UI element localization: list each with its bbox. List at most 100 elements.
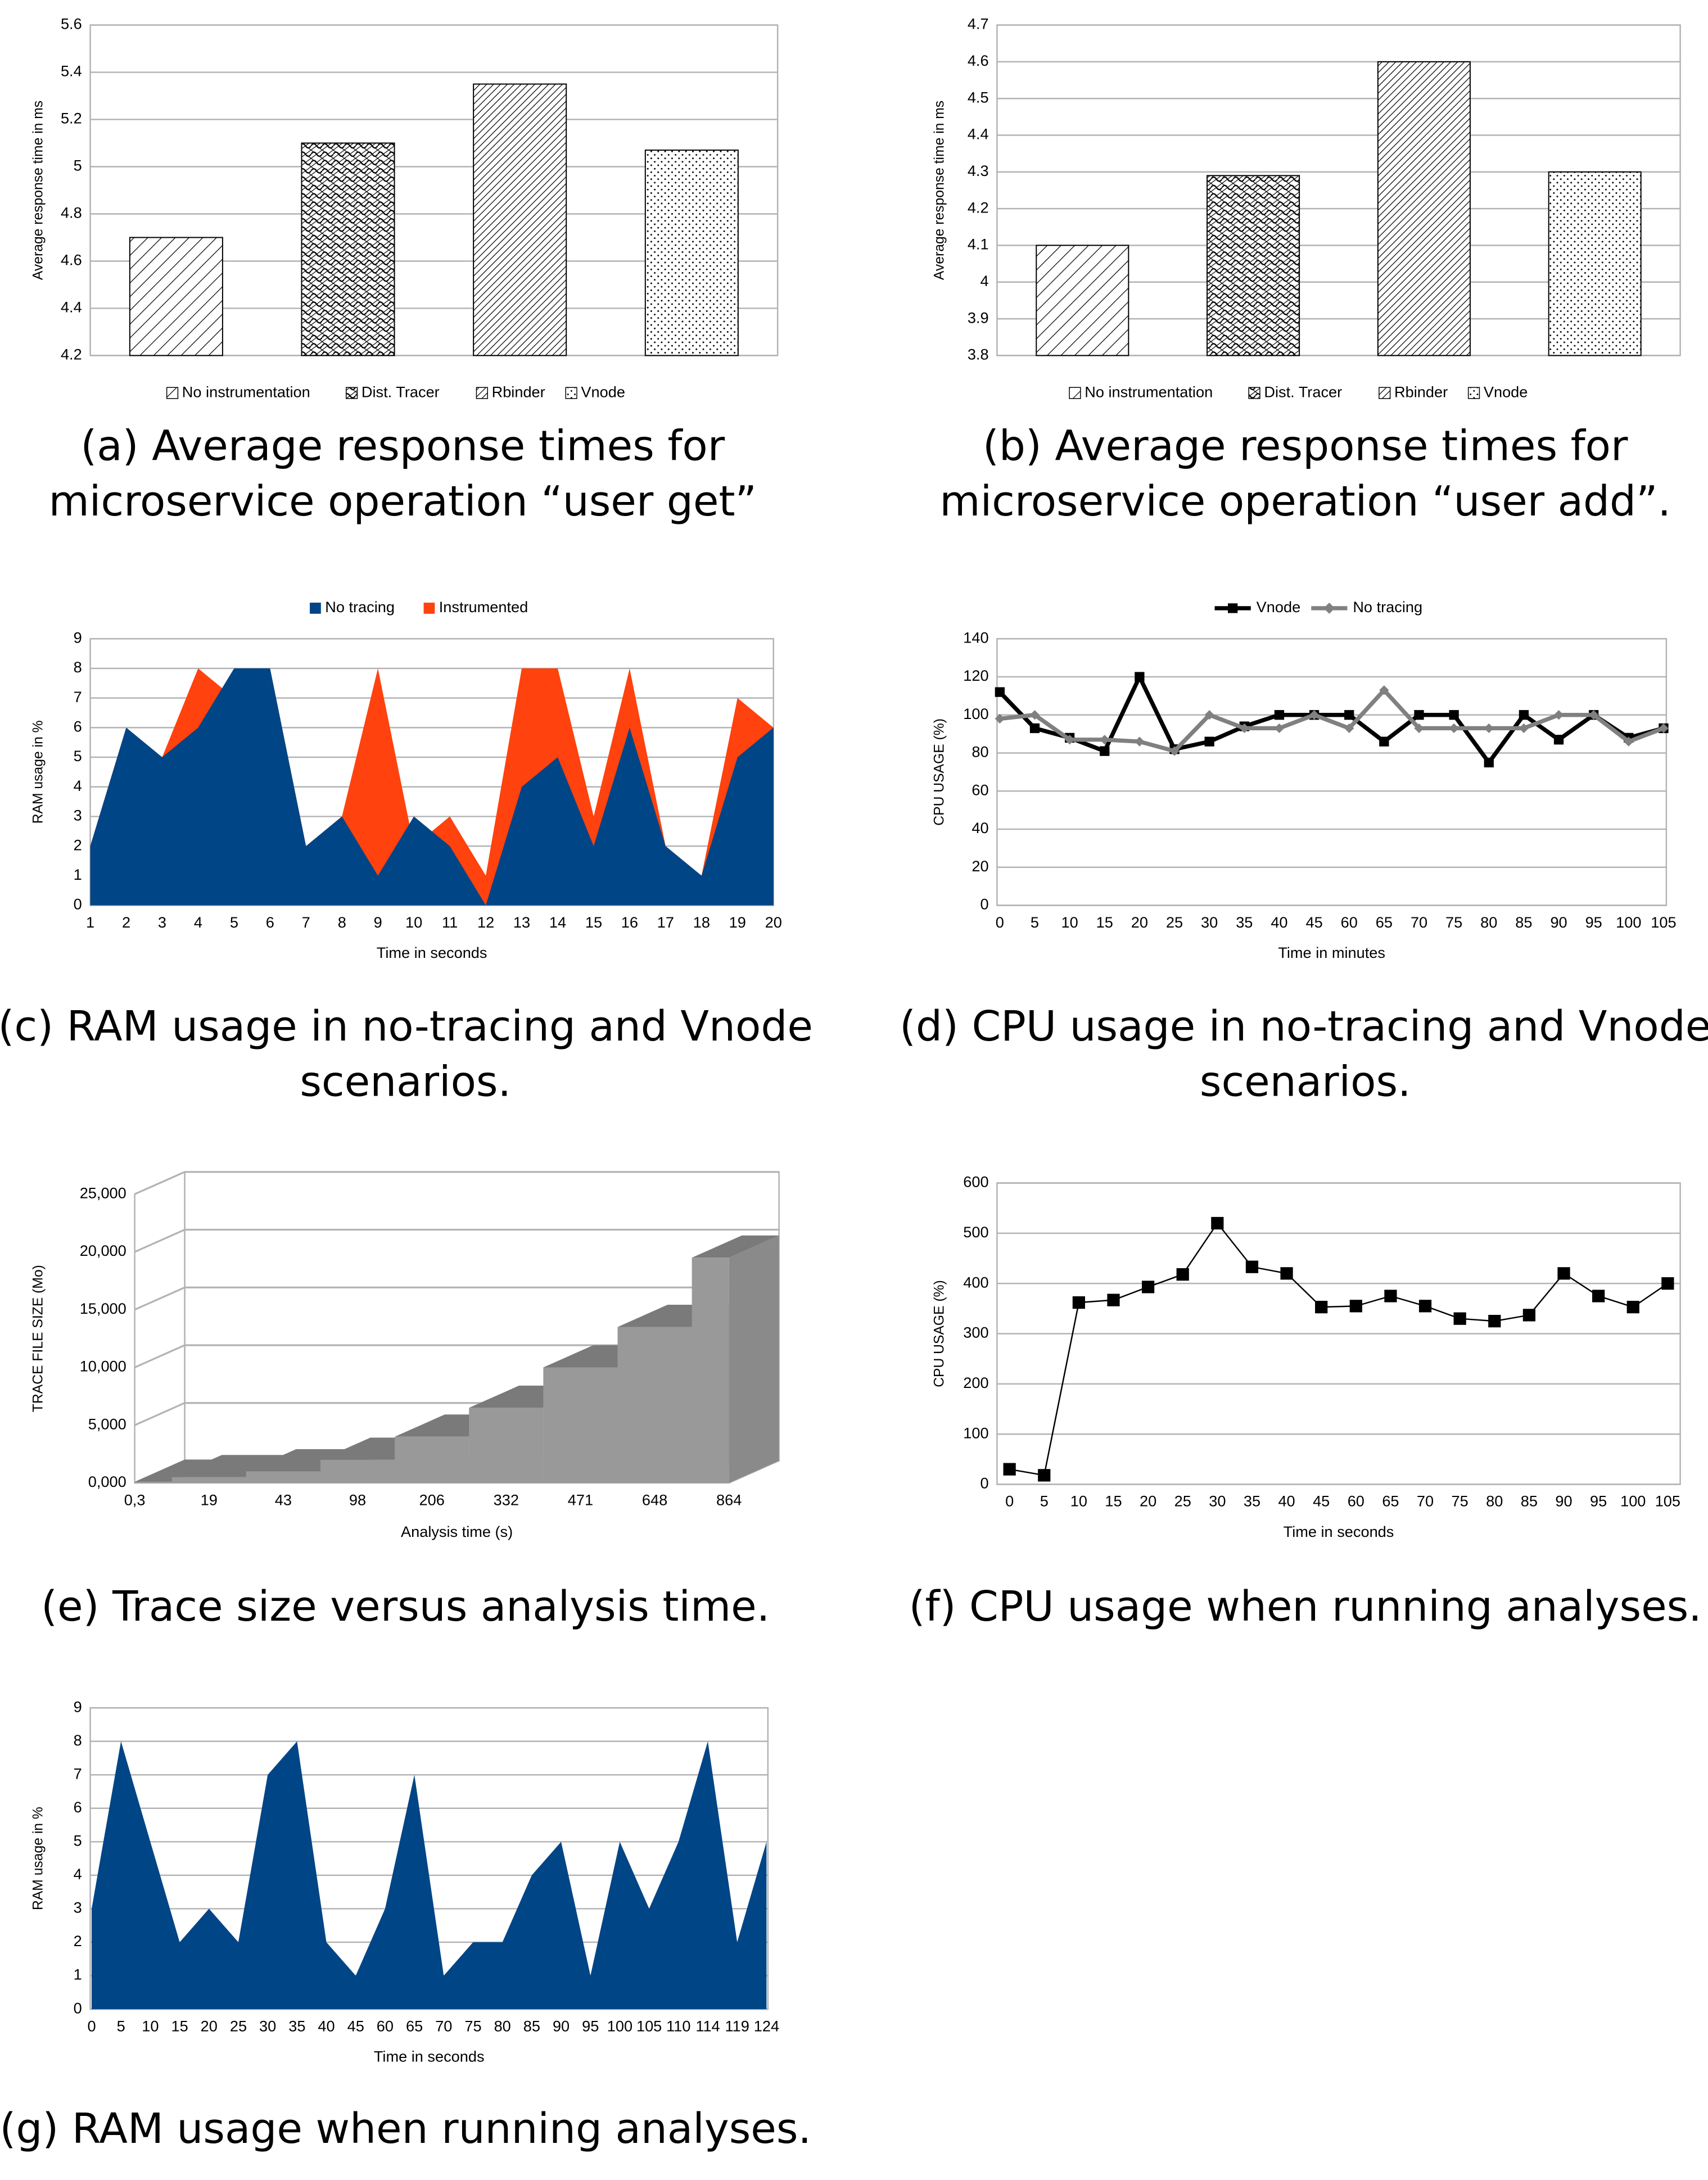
y-tick-label: 300	[963, 1324, 988, 1341]
caption: (g) RAM usage when running analyses.	[0, 2105, 811, 2153]
x-tick-label: 114	[695, 2017, 720, 2034]
grid-line	[134, 1286, 779, 1311]
x-tick-label: 25	[1174, 1492, 1191, 1510]
legend-label: No tracing	[325, 598, 395, 616]
x-tick-label: 40	[1278, 1492, 1295, 1510]
y-tick-label: 0	[980, 1475, 988, 1492]
legend-swatch	[1467, 387, 1480, 399]
marker	[1379, 736, 1389, 747]
step-front	[171, 1477, 246, 1483]
x-tick-label: 30	[1209, 1492, 1226, 1510]
x-tick-label: 1	[86, 913, 94, 931]
step-front	[246, 1471, 320, 1483]
x-tick-label: 10	[405, 913, 422, 931]
legend-label: No instrumentation	[182, 383, 310, 400]
marker	[1592, 1290, 1605, 1302]
y-axis-label: TRACE FILE SIZE (Mo)	[31, 1265, 46, 1412]
marker	[1309, 710, 1320, 720]
marker	[1003, 1463, 1016, 1476]
x-tick-label: 10	[1061, 913, 1078, 931]
x-tick-label: 25	[1166, 913, 1183, 931]
marker	[1624, 736, 1634, 747]
x-tick-label: 80	[1480, 913, 1497, 931]
x-tick-label: 5	[230, 913, 238, 931]
y-tick-label: 5.4	[61, 62, 82, 80]
caption: (c) RAM usage in no-tracing and Vnode	[0, 1002, 813, 1051]
x-tick-label: 17	[657, 913, 674, 931]
marker	[1169, 746, 1180, 756]
x-tick-label: 6	[266, 913, 274, 931]
marker	[1064, 735, 1075, 745]
y-tick-label: 200	[963, 1374, 988, 1391]
x-tick-label: 206	[419, 1491, 444, 1508]
y-tick-label: 4	[74, 1865, 82, 1883]
bar	[644, 150, 739, 356]
y-tick-label: 7	[74, 1765, 82, 1782]
marker	[1522, 1309, 1536, 1322]
x-tick-label: 100	[1620, 1492, 1646, 1510]
step-front	[134, 1481, 172, 1483]
step-side	[729, 1235, 779, 1483]
marker	[1100, 746, 1110, 756]
y-tick-label: 3.9	[968, 309, 989, 326]
marker	[1379, 685, 1389, 695]
y-tick-label: 5.2	[61, 110, 82, 127]
legend-swatch	[310, 603, 321, 614]
y-tick-label: 600	[963, 1173, 988, 1191]
area	[90, 668, 774, 906]
y-tick-label: 2	[74, 1932, 82, 1950]
x-tick-label: 40	[318, 2017, 335, 2034]
y-tick-label: 60	[972, 781, 988, 798]
bar	[1207, 175, 1300, 356]
step-front	[469, 1408, 544, 1483]
x-tick-label: 65	[406, 2017, 423, 2034]
bar	[1036, 245, 1129, 356]
x-tick-label: 5	[117, 2017, 125, 2034]
y-tick-label: 80	[972, 743, 988, 761]
y-tick-label: 4.6	[968, 52, 989, 69]
x-tick-label: 13	[513, 913, 530, 931]
x-tick-label: 105	[636, 2017, 662, 2034]
x-tick-label: 95	[1585, 913, 1602, 931]
x-tick-label: 11	[442, 913, 458, 931]
chart: 4.2 4.4 4.6 4.8 5 5.2 5.4 5.6 Average response t…	[31, 15, 779, 526]
x-tick-label: 90	[553, 2017, 570, 2034]
y-tick-label: 3	[74, 807, 82, 824]
x-tick-label: 105	[1651, 913, 1676, 931]
x-axis-label: Time in seconds	[1284, 1523, 1394, 1540]
y-tick-label: 400	[963, 1273, 988, 1291]
x-tick-label: 110	[666, 2017, 690, 2034]
x-tick-label: 15	[171, 2017, 188, 2034]
x-axis-label: Time in seconds	[377, 944, 487, 961]
grid-line	[134, 1171, 779, 1195]
x-tick-label: 124	[754, 2017, 779, 2034]
y-tick-label: 4	[980, 272, 988, 290]
x-tick-label: 60	[1348, 1492, 1364, 1510]
y-tick-label: 15,000	[80, 1300, 126, 1317]
caption: (f) CPU usage when running analyses.	[909, 1582, 1702, 1631]
x-tick-label: 75	[1445, 913, 1462, 931]
x-tick-label: 60	[377, 2017, 394, 2034]
step-front	[692, 1258, 729, 1483]
x-tick-label: 80	[1486, 1492, 1503, 1510]
x-tick-label: 20	[765, 913, 782, 931]
marker	[995, 713, 1005, 724]
legend-label: Dist. Tracer	[1264, 383, 1342, 400]
marker	[1484, 723, 1494, 734]
marker	[1204, 710, 1214, 720]
grid-line	[134, 1344, 779, 1368]
x-tick-label: 15	[1096, 913, 1113, 931]
marker	[1274, 710, 1285, 720]
legend-marker	[1323, 603, 1335, 614]
marker	[1453, 1312, 1466, 1325]
y-tick-label: 100	[963, 705, 988, 722]
x-tick-label: 3	[158, 913, 166, 931]
caption: microservice operation “user get”	[49, 477, 757, 526]
plot-frame	[996, 638, 1668, 906]
y-tick-label: 4.4	[61, 298, 82, 316]
y-axis-label: CPU USAGE (%)	[932, 1280, 947, 1387]
y-tick-label: 20,000	[80, 1242, 126, 1259]
caption: (b) Average response times for	[983, 422, 1628, 470]
